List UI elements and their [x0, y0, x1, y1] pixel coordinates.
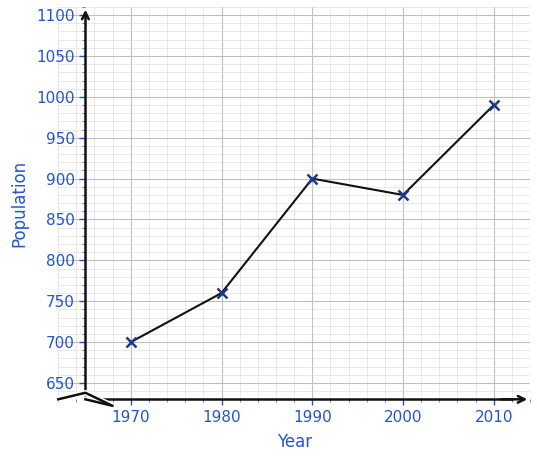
X-axis label: Year: Year	[277, 433, 311, 451]
Y-axis label: Population: Population	[10, 159, 28, 247]
